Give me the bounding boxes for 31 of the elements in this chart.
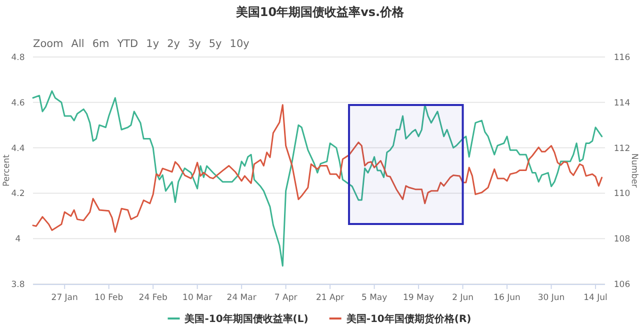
x-tick-label: 10 Feb bbox=[94, 293, 124, 303]
y2-tick-label: 114 bbox=[614, 98, 630, 108]
zoom-buttons: Zoom All 6m YTD 1y 2y 3y 5y 10y bbox=[33, 38, 250, 50]
y-tick-label: 4 bbox=[15, 234, 21, 245]
x-tick-label: 21 Apr bbox=[316, 293, 345, 303]
legend-label: 美国-10年期国债收益率(L) bbox=[184, 313, 308, 325]
x-tick-label: 19 May bbox=[403, 293, 434, 303]
y2-tick-label: 106 bbox=[614, 280, 630, 290]
y2-tick-label: 112 bbox=[614, 144, 630, 154]
y2-tick-label: 110 bbox=[614, 189, 630, 200]
x-tick-label: 2 Jun bbox=[452, 293, 474, 303]
legend-label: 美国-10年国债期货价格(R) bbox=[345, 313, 472, 325]
x-tick-label: 14 Jul bbox=[584, 293, 608, 303]
x-tick-label: 27 Jan bbox=[51, 293, 78, 303]
y-tick-label: 3.8 bbox=[11, 280, 25, 290]
x-tick-label: 24 Feb bbox=[138, 293, 168, 303]
x-tick-label: 5 May bbox=[361, 293, 388, 303]
chart-title: 美国10年期国债收益率vs.价格 bbox=[234, 5, 406, 19]
x-tick-label: 24 Mar bbox=[226, 293, 257, 303]
y2-tick-label: 116 bbox=[614, 53, 630, 63]
x-tick-label: 7 Apr bbox=[274, 293, 298, 303]
x-tick-label: 10 Mar bbox=[182, 293, 213, 303]
x-tick-label: 30 Jun bbox=[538, 293, 565, 303]
y-tick-label: 4.6 bbox=[11, 98, 25, 108]
y-axis-title: Percent bbox=[2, 154, 12, 186]
y2-axis-title: Number bbox=[629, 153, 639, 188]
y2-tick-label: 108 bbox=[614, 234, 630, 245]
y-tick-label: 4.2 bbox=[11, 189, 25, 200]
y-tick-label: 4.4 bbox=[11, 144, 25, 154]
x-tick-label: 16 Jun bbox=[494, 293, 520, 303]
y-tick-label: 4.8 bbox=[11, 53, 25, 63]
